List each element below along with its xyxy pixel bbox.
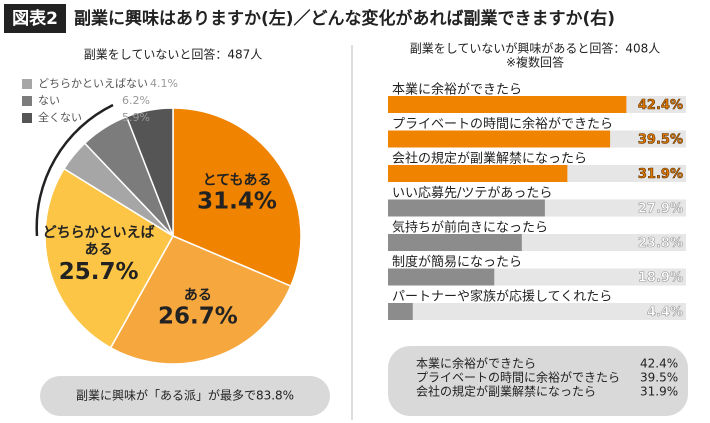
legend-swatch <box>22 96 32 106</box>
legend-value: 5.9% <box>122 111 150 124</box>
slice-label: とてもある 31.4% <box>181 172 293 215</box>
bar <box>388 199 545 217</box>
summary-value: 42.4% <box>640 357 678 371</box>
annotation: ※複数回答 <box>506 55 564 70</box>
bar-label: プライベートの時間に余裕ができたら <box>392 116 613 132</box>
bar <box>388 96 627 113</box>
bar-value: 4.4% <box>647 305 683 320</box>
bar-label: 本業に余裕ができたら <box>392 82 522 98</box>
bar-value: 23.8% <box>638 236 683 251</box>
legend-label: どちらかといえばない <box>38 77 148 90</box>
bar-label: いい応募先/ツテがあったら <box>392 186 552 201</box>
summary-label: 会社の規定が副業解禁になったら <box>416 384 596 399</box>
pie-note: 副業に興味が「ある派」が最多で83.8% <box>76 388 294 403</box>
slice-category: どちらかといえばある <box>42 225 155 259</box>
bar <box>388 165 568 182</box>
bar <box>388 303 413 320</box>
bar-label: 気持ちが前向きになったら <box>392 220 548 236</box>
summary-value: 39.5% <box>640 371 678 385</box>
legend-swatch <box>22 113 32 123</box>
slice-value: 25.7% <box>58 259 139 286</box>
pie-arc <box>35 103 114 237</box>
bar <box>388 234 522 251</box>
bar <box>388 268 495 286</box>
legend-value: 4.1% <box>150 77 178 90</box>
bar-label: 会社の規定が副業解禁になったら <box>392 151 587 167</box>
bar-value: 18.9% <box>638 271 683 286</box>
note-box <box>40 376 330 416</box>
summary-value: 31.9% <box>640 385 678 399</box>
pie-subtitle: 副業をしていないと回答：487人 <box>84 47 263 62</box>
bar-value: 27.9% <box>638 202 683 217</box>
slice-category: とてもある <box>202 172 272 189</box>
bar-subtitle: 副業をしていないが興味があると回答：408人 <box>410 41 661 56</box>
badge-bg <box>4 4 66 33</box>
summary-box <box>388 346 688 416</box>
bar <box>388 130 611 148</box>
slice-value: 26.7% <box>157 304 238 331</box>
bar-value: 42.4% <box>638 98 683 113</box>
bar-value: 31.9% <box>638 167 683 182</box>
legend-value: 6.2% <box>122 94 150 107</box>
slice-label: どちらかといえばある 25.7% <box>43 226 155 286</box>
bar-value: 39.5% <box>638 133 683 148</box>
pie-slice <box>125 107 174 237</box>
legend-swatch <box>22 79 32 89</box>
title: 副業に興味はありますか(左)／どんな変化があれば副業できますか(右) <box>74 8 615 29</box>
summary-label: 本業に余裕ができたら <box>416 356 536 371</box>
slice-value: 31.4% <box>197 189 277 216</box>
slice-category: ある <box>183 287 212 304</box>
badge: 図表2 <box>12 8 58 29</box>
pie-slice <box>172 107 302 288</box>
pie-slice <box>44 167 175 349</box>
bar-label: 制度が簡易になったら <box>392 254 522 270</box>
bar-label: パートナーや家族が応援してくれたら <box>392 289 612 305</box>
slice-label: ある 26.7% <box>142 287 254 330</box>
bar-track <box>388 303 686 320</box>
summary-label: プライベートの時間に余裕ができたら <box>416 370 620 385</box>
legend-label: 全くない <box>38 110 82 124</box>
legend-label: ない <box>38 94 60 107</box>
